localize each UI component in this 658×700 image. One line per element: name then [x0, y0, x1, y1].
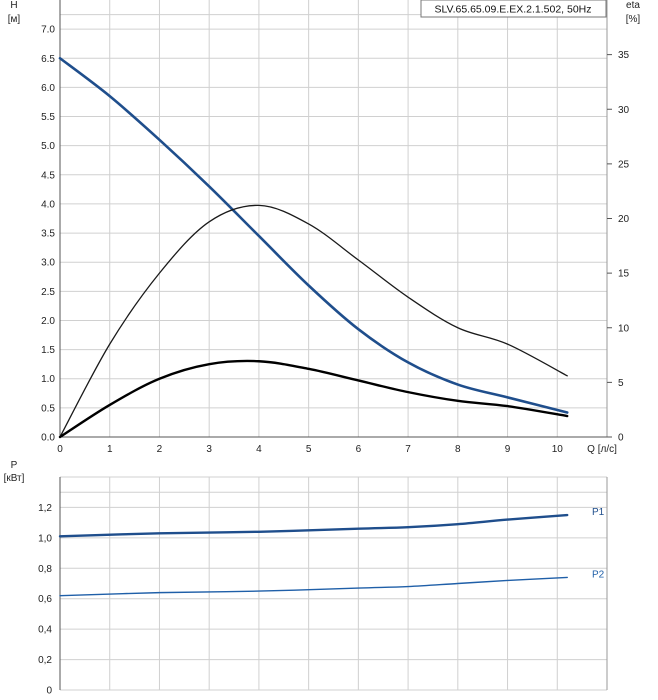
x-axis-label: Q [л/с]: [587, 444, 617, 455]
x-tick-label: 2: [157, 444, 163, 455]
head-efficiency-panel: 0.0 0.5 1.0 1.5 2.0 2.5 3.0 3.5 4.0 4.5 5.0 5.5 6.0 6…: [8, 0, 641, 455]
y-left-tick-label: 7.0: [41, 25, 55, 36]
x-tick-label: 3: [206, 444, 212, 455]
curve-line-2: [58, 359, 569, 439]
y-left-tick-label: 1.0: [41, 374, 55, 385]
y-right-tick-label: 10: [618, 323, 630, 334]
p-tick-label: 1,2: [38, 503, 52, 514]
p-tick-label: 0,4: [38, 625, 52, 636]
y-left-tick-label: 2.5: [41, 287, 55, 298]
p-tick-label: 0: [46, 686, 52, 697]
y-left-tick-label: 2.0: [41, 316, 55, 327]
x-tick-label: 7: [405, 444, 411, 455]
p-tick-label: 0,2: [38, 655, 52, 666]
p-tick-label: 0,8: [38, 564, 52, 575]
y-left-tick-label: 4.5: [41, 170, 55, 181]
x-tick-label: 10: [552, 444, 564, 455]
x-tick-label: 9: [505, 444, 511, 455]
chart-title: SLV.65.65.09.E.EX.2.1.502, 50Hz: [434, 4, 591, 16]
y-left-tick-label: 3.5: [41, 229, 55, 240]
y-left-tick-label: 6.0: [41, 83, 55, 94]
y-right-tick-label: 15: [618, 269, 630, 280]
curve-line-1: [59, 204, 568, 438]
y-right-axis-name: eta: [626, 0, 640, 11]
p-axis-name: P: [11, 460, 18, 471]
y-right-tick-label: 0: [618, 433, 624, 444]
power-line-p2: [59, 576, 568, 597]
p-tick-label: 1,0: [38, 533, 52, 544]
x-tick-label: 0: [57, 444, 63, 455]
y-right-tick-label: 25: [618, 159, 630, 170]
y-left-axis-name: H: [10, 0, 17, 11]
x-tick-label: 4: [256, 444, 262, 455]
power-panel: 0 0,2 0,4 0,6 0,8 1,0 1,2 P [кВт] P1 P2: [4, 460, 608, 697]
y-left-tick-label: 6.5: [41, 54, 55, 65]
x-tick-label: 1: [107, 444, 113, 455]
y-right-tick-label: 5: [618, 378, 624, 389]
y-left-tick-label: 5.0: [41, 141, 55, 152]
y-left-tick-label: 3.0: [41, 258, 55, 269]
x-tick-label: 5: [306, 444, 312, 455]
y-left-tick-label: 4.0: [41, 199, 55, 210]
y-right-tick-label: 20: [618, 214, 630, 225]
curve-line-0: [58, 56, 569, 414]
power-series-label: P2: [592, 569, 605, 580]
p-tick-label: 0,6: [38, 594, 52, 605]
y-right-tick-label: 30: [618, 105, 630, 116]
power-series-label: P1: [592, 507, 605, 518]
x-tick-label: 8: [455, 444, 461, 455]
y-left-axis-unit: [м]: [8, 14, 21, 25]
y-left-tick-label: 0.0: [41, 433, 55, 444]
y-left-tick-label: 5.5: [41, 112, 55, 123]
y-right-axis-unit: [%]: [626, 14, 641, 25]
x-tick-label: 6: [356, 444, 362, 455]
y-left-tick-label: 0.5: [41, 403, 55, 414]
title-box: [420, 0, 607, 18]
y-left-tick-label: 1.5: [41, 345, 55, 356]
p-axis-unit: [кВт]: [4, 473, 25, 484]
y-right-tick-label: 35: [618, 50, 630, 61]
power-line-p1: [58, 513, 569, 538]
